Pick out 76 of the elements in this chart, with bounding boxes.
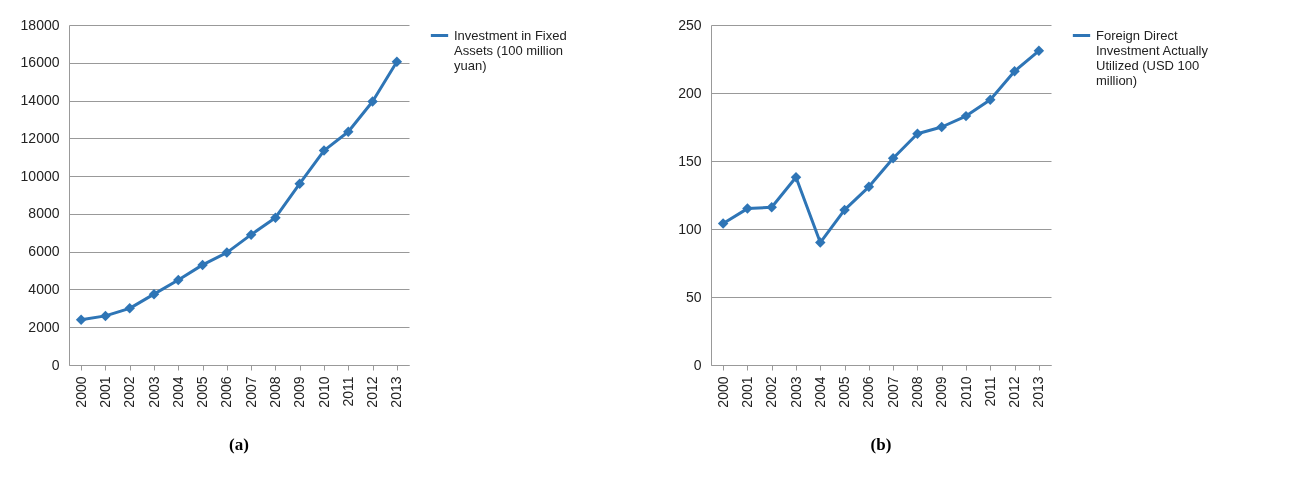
point [75, 314, 87, 325]
x-tick-label: 2003 [787, 376, 804, 408]
point [367, 96, 378, 107]
x-tick-label: 2011 [339, 376, 356, 407]
point [912, 128, 923, 140]
y-tick-label: 6000 [28, 243, 60, 260]
legend-label: Foreign Direct Investment Actually Utilized (USD 100 million) [1096, 27, 1209, 88]
x-tick-label: 2001 [738, 376, 755, 408]
y-tick-label: 18000 [20, 16, 60, 33]
x-tick-label: 2009 [291, 376, 308, 408]
point [124, 303, 135, 314]
x-tick-label: 2006 [860, 376, 877, 408]
point [887, 153, 899, 164]
text: (b) [870, 435, 892, 455]
point [717, 218, 729, 229]
y-tick-label: 2000 [28, 318, 60, 335]
point [863, 181, 875, 193]
y-tick-label: 100 [678, 220, 702, 237]
x-tick-label: 2002 [121, 376, 138, 408]
point [985, 94, 996, 106]
point [936, 121, 947, 133]
x-tick-label: 2004 [169, 376, 186, 408]
point [766, 202, 777, 213]
x-tick-label: 2012 [1006, 376, 1023, 408]
y-tick-label: 10000 [20, 167, 60, 184]
point [343, 126, 354, 137]
point [221, 247, 233, 258]
x-tick-label: 2008 [908, 376, 925, 408]
y-tick-label: 8000 [28, 205, 60, 222]
point [960, 110, 972, 122]
point [1009, 66, 1020, 77]
point [1033, 45, 1045, 57]
x-tick-label: 2000 [72, 376, 89, 408]
point [197, 259, 208, 271]
y-tick-label: 50 [685, 288, 702, 305]
y-tick-label: 12000 [20, 129, 60, 146]
x-tick-label: 2010 [957, 376, 974, 408]
x-tick-label: 2009 [933, 376, 950, 408]
x-tick-label: 2012 [364, 376, 381, 408]
point [839, 204, 850, 216]
y-tick-label: 14000 [20, 92, 60, 109]
point [270, 212, 281, 223]
y-tick-label: 16000 [20, 54, 60, 71]
point [245, 229, 257, 240]
y-tick-label: 200 [678, 84, 702, 101]
x-tick-label: 2003 [145, 376, 162, 408]
x-tick-label: 2008 [266, 376, 283, 408]
point [391, 56, 403, 68]
x-tick-label: 2001 [96, 376, 113, 408]
point [790, 172, 802, 183]
x-tick-label: 2004 [811, 376, 828, 408]
point [148, 288, 160, 300]
x-tick-label: 2000 [714, 376, 731, 408]
x-tick-label: 2002 [763, 376, 780, 408]
x-tick-label: 2007 [884, 376, 901, 408]
y-tick-label: 150 [678, 152, 702, 169]
x-tick-label: 2010 [315, 376, 332, 408]
y-tick-label: 0 [693, 356, 702, 373]
y-tick-label: 4000 [28, 280, 60, 297]
y-tick-label: 0 [51, 356, 60, 373]
point [173, 274, 184, 286]
text: (a) [229, 435, 249, 455]
y-tick-label: 250 [678, 16, 702, 33]
point [294, 178, 305, 189]
x-tick-label: 2013 [388, 376, 405, 408]
point [100, 310, 111, 322]
x-tick-label: 2007 [242, 376, 259, 408]
legend-label: Investment in Fixed Assets (100 million yuan) [454, 27, 567, 73]
point [742, 203, 753, 214]
point [815, 237, 826, 248]
x-tick-label: 2006 [218, 376, 235, 408]
x-tick-label: 2005 [836, 376, 853, 408]
x-tick-label: 2005 [194, 376, 211, 408]
x-tick-label: 2011 [981, 376, 998, 407]
x-tick-label: 2013 [1030, 376, 1047, 408]
point [318, 145, 330, 156]
